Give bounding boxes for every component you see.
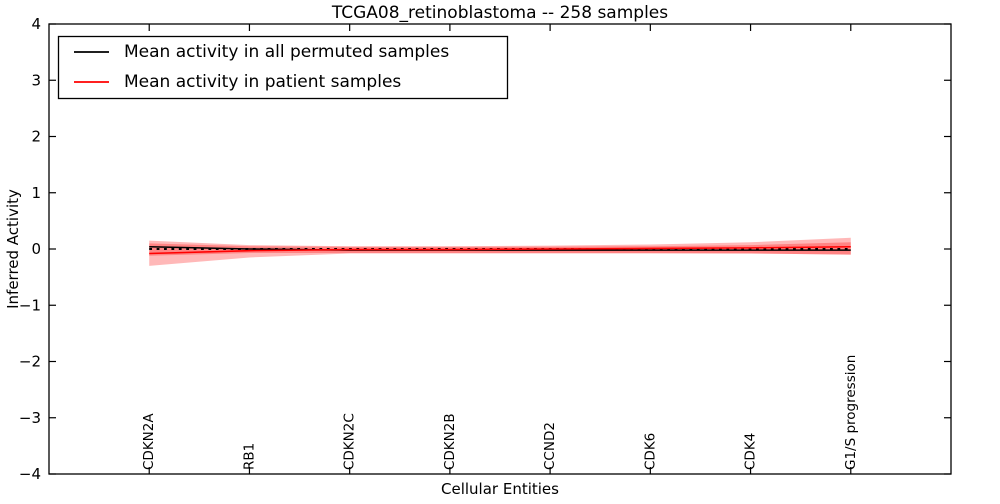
x-tick-label: RB1 <box>241 443 257 470</box>
y-tick-label: −3 <box>19 409 41 427</box>
x-tick-label: CDKN2A <box>141 413 157 470</box>
y-tick-label: 4 <box>31 15 41 33</box>
x-axis-label: Cellular Entities <box>441 480 559 498</box>
legend: Mean activity in all permuted samples Me… <box>57 35 509 100</box>
confidence-band-patient <box>149 237 851 266</box>
legend-label-permuted: Mean activity in all permuted samples <box>124 42 449 62</box>
y-axis-label: Inferred Activity <box>4 189 22 309</box>
chart-title: TCGA08_retinoblastoma -- 258 samples <box>331 3 668 23</box>
series-line-permuted <box>149 245 851 251</box>
y-tick-label: 2 <box>31 128 41 146</box>
y-tick-label: 0 <box>31 240 41 258</box>
series-line-patient <box>149 245 851 255</box>
x-tick-label: CDKN2C <box>342 413 358 470</box>
x-tick-label: CDK6 <box>642 433 658 470</box>
y-tick-label: −2 <box>19 353 41 371</box>
plot-area: 4 3 2 1 0 −1 −2 −3 −4 CDKN2A RB1 CDKN2C CDKN2B CCND2 C… <box>19 15 952 483</box>
y-tick-label: 1 <box>31 184 41 202</box>
y-tick-label: −4 <box>19 465 41 483</box>
y-tick-label: −1 <box>19 296 41 314</box>
x-tick-label: CDKN2B <box>442 413 458 470</box>
legend-label-patient: Mean activity in patient samples <box>124 72 401 92</box>
x-tick-label: CCND2 <box>542 422 558 470</box>
y-tick-label: 3 <box>31 71 41 89</box>
x-tick-label: G1/S progression <box>843 355 859 470</box>
legend-box <box>57 35 509 100</box>
x-tick-label: CDK4 <box>743 433 759 470</box>
